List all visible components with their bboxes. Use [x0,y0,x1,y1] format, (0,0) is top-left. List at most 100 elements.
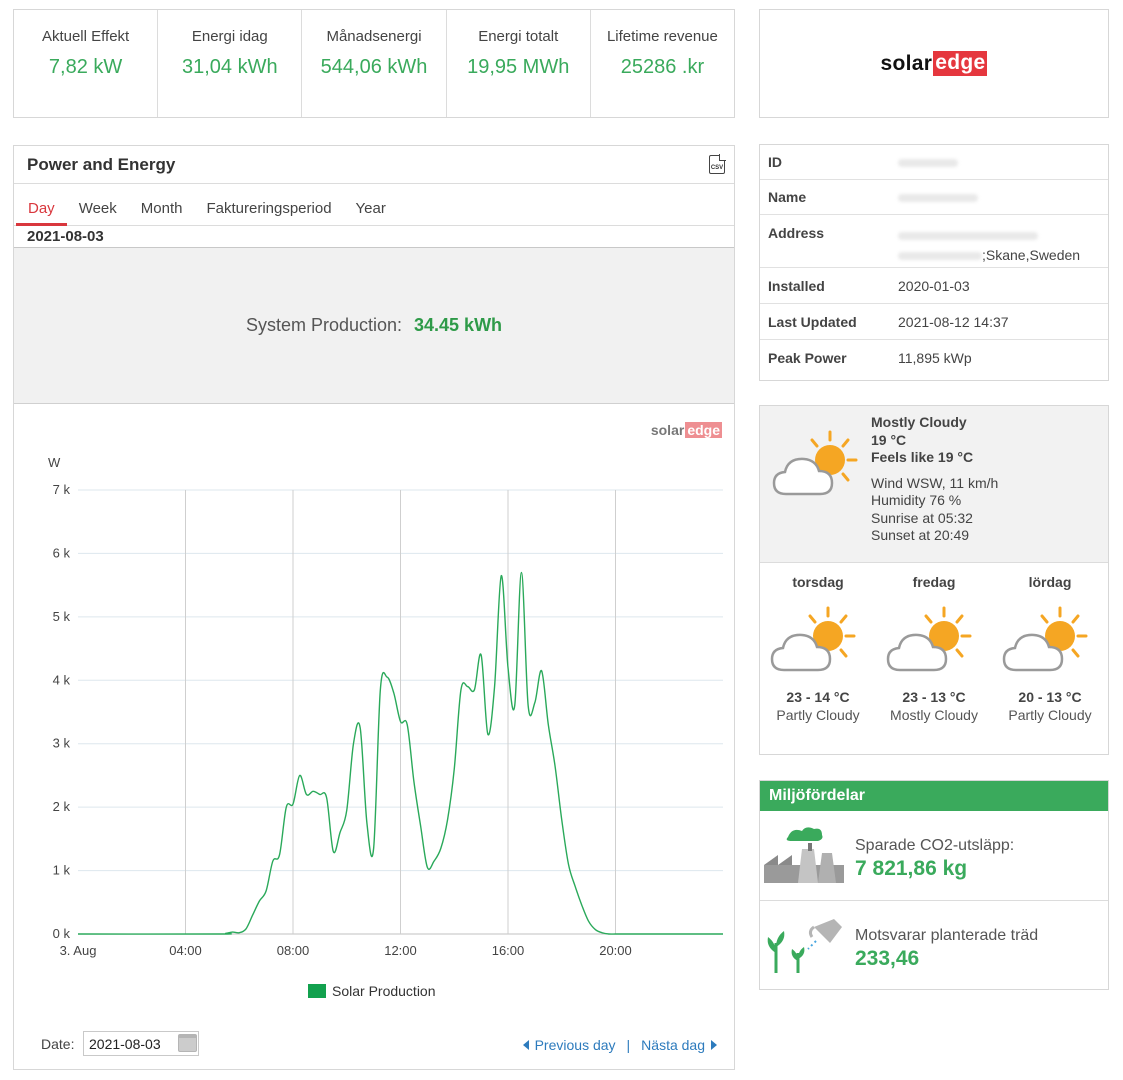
date-label: Date: [41,1036,75,1052]
kpi-label: Lifetime revenue [606,28,718,45]
system-production-label: System Production: [245,315,403,335]
kpi-label: Energi totalt [478,28,559,45]
forecast-days: torsdag 23 - 14 °C Partly Cloudy fredag … [760,563,1108,755]
info-key: Last Updated [768,313,857,330]
y-axis-label: W [48,455,61,470]
weather-feels-like: Feels like 19 °C [871,449,974,465]
tab-week[interactable]: Week [78,200,117,217]
chart-logo-solar: solar [650,422,685,438]
panel-header: Power and Energy CSV [14,146,734,184]
weather-wind: Wind WSW, 11 km/h [871,474,999,491]
period-tabs: Day Week Month Faktureringsperiod Year [14,184,734,226]
legend-label: Solar Production [332,983,436,999]
x-tick-label: 12:00 [384,943,417,958]
info-key: ID [768,154,782,170]
chart-svg[interactable]: 0 k 1 k 2 k 3 k 4 k 5 k 6 k 7 k 3. Aug 04:00 08:00… [14,404,734,1029]
logo-text-solar: solar [880,52,933,75]
kpi-label: Energi idag [191,28,268,45]
x-tick-label: 16:00 [492,943,525,958]
x-tick-label: 08:00 [277,943,310,958]
y-tick-label: 4 k [53,672,71,687]
info-value-redacted [898,154,1108,170]
chart-footer: Date: Previous day | Nästa dag [14,1028,734,1068]
forecast-day-name: lördag [1028,574,1072,590]
y-tick-label: 7 k [53,482,71,497]
production-chart: solar edge 0 k 1 k 2 k 3 k 4 k 5 k 6 k 7 k 3. Aug… [14,404,734,1068]
forecast-day: torsdag 23 - 14 °C Partly Cloudy [760,563,876,755]
forecast-temp: 23 - 13 °C [902,689,966,705]
forecast-day: lördag 20 - 13 °C Partly Cloudy [992,563,1108,755]
info-value: 2020-01-03 [898,277,970,294]
info-row-id: ID [760,145,1108,180]
forecast-day-name: torsdag [792,574,844,590]
forecast-desc: Mostly Cloudy [890,707,978,723]
tab-month[interactable]: Month [140,200,183,217]
info-value: 2021-08-12 14:37 [898,313,1009,330]
forecast-day: fredag 23 - 13 °C Mostly Cloudy [876,563,992,755]
y-tick-label: 2 k [53,799,71,814]
info-row-last-updated: Last Updated 2021-08-12 14:37 [760,304,1108,340]
y-tick-label: 0 k [53,926,71,941]
system-production-summary: System Production: 34.45 kWh [14,248,734,404]
environmental-benefits-panel: Miljöfördelar Sparade CO2-utsläpp: 7 821… [759,780,1109,990]
current-weather-text: Mostly Cloudy 19 °C Feels like 19 °C Win… [871,414,998,545]
forecast-desc: Partly Cloudy [1008,707,1092,723]
kpi-value: 31,04 kWh [182,56,278,78]
kpi-label: Aktuell Effekt [41,28,130,45]
mostly-cloudy-sun-icon [886,606,972,672]
kpi-total-energy: Energi totalt 19,95 MWh [447,10,591,117]
info-row-address: Address ;Skane,Sweden [760,215,1108,268]
series-line-solar-production [77,571,723,935]
caret-right-icon [711,1040,717,1050]
weather-panel: Mostly Cloudy 19 °C Feels like 19 °C Win… [759,405,1109,755]
system-production-value: 34.45 kWh [414,315,503,335]
kpi-value: 7,82 kW [48,56,123,78]
trees-value: 233,46 [855,947,920,970]
kpi-label: Månadsenergi [326,28,422,45]
forecast-desc: Partly Cloudy [776,707,860,723]
solaredge-logo[interactable]: solar edge [881,51,988,76]
kpi-energy-today: Energi idag 31,04 kWh [158,10,303,117]
logo-text-edge: edge [933,51,988,76]
calendar-icon[interactable] [178,1034,197,1052]
weather-condition: Mostly Cloudy [871,414,967,430]
kpi-lifetime-revenue: Lifetime revenue 25286 .kr [591,10,734,117]
y-tick-label: 3 k [53,736,71,751]
kpi-value: 25286 .kr [620,56,705,78]
weather-temp: 19 °C [871,431,907,448]
kpi-strip: Aktuell Effekt 7,82 kW Energi idag 31,04… [13,9,735,118]
weather-sunset: Sunset at 20:49 [871,527,970,543]
address-text: ;Skane,Sweden [982,247,1081,263]
previous-day-link[interactable]: Previous day [534,1037,616,1053]
y-tick-label: 1 k [53,863,71,878]
pager-separator: | [626,1037,631,1053]
selected-date: 2021-08-03 [14,226,734,248]
partly-cloudy-sun-icon [772,430,858,496]
x-tick-label: 20:00 [599,943,632,958]
trees-planted-row: Motsvarar planterade träd 233,46 [760,901,1108,991]
power-energy-panel: Power and Energy CSV Day Week Month Fakt… [13,145,735,1070]
caret-left-icon [522,1040,529,1050]
info-key: Peak Power [768,350,847,366]
kpi-current-power: Aktuell Effekt 7,82 kW [14,10,159,117]
site-info-table: ID Name Address ;Skane,Sweden Installed … [759,144,1109,381]
csv-export-icon[interactable]: CSV [709,154,726,174]
info-key: Address [768,225,825,241]
legend-swatch [308,984,326,998]
tab-billing-period[interactable]: Faktureringsperiod [206,200,332,217]
kpi-value: 19,95 MWh [467,56,570,78]
day-pager: Previous day | Nästa dag [522,1037,717,1053]
csv-icon-text: CSV [710,165,724,171]
current-weather: Mostly Cloudy 19 °C Feels like 19 °C Win… [760,406,1108,563]
weather-humidity: Humidity 76 % [871,492,962,508]
co2-saved-row: Sparade CO2-utsläpp: 7 821,86 kg [760,811,1108,901]
info-value-address: ;Skane,Sweden [898,225,1108,265]
next-day-link[interactable]: Nästa dag [641,1037,705,1053]
info-row-installed: Installed 2020-01-03 [760,268,1108,304]
tab-day[interactable]: Day [16,200,67,226]
co2-value: 7 821,86 kg [855,857,968,880]
partly-cloudy-sun-icon [1002,606,1088,672]
factory-co2-icon [764,827,844,883]
partly-cloudy-sun-icon [770,606,856,672]
tab-year[interactable]: Year [355,200,386,217]
